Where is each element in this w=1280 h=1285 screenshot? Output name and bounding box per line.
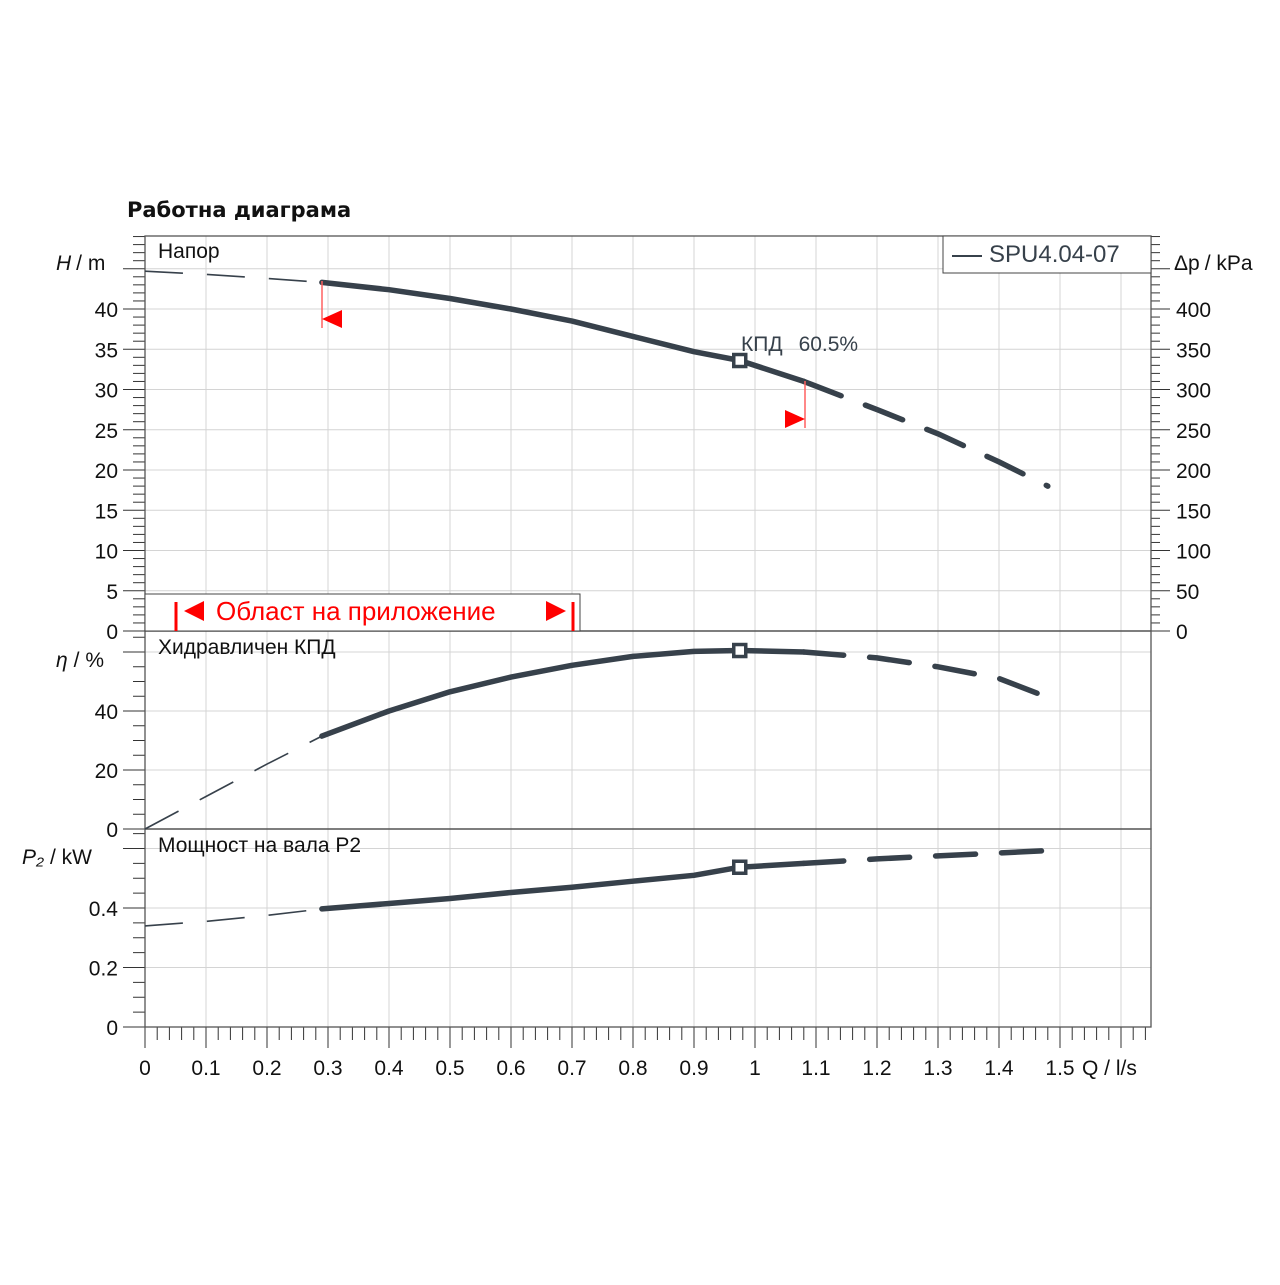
svg-text:50: 50 <box>1176 581 1199 604</box>
svg-text:300: 300 <box>1176 380 1211 403</box>
svg-text:40: 40 <box>95 701 118 724</box>
panel-title-efficiency: Хидравличен КПД <box>158 636 336 659</box>
svg-text:0: 0 <box>139 1057 151 1080</box>
y2-axis-label-pressure: Δp / kPa <box>1174 252 1253 275</box>
svg-text:1.2: 1.2 <box>862 1057 891 1080</box>
curve-solid <box>319 279 807 385</box>
curve-dashed-thin <box>144 735 323 830</box>
x-axis-label: Q / l/s <box>1082 1057 1137 1080</box>
y-axis-label-efficiency: η / % <box>56 649 104 672</box>
legend: SPU4.04-07 <box>942 235 1152 274</box>
curve-dashed-thick <box>801 847 1063 867</box>
svg-text:20: 20 <box>95 460 118 483</box>
range-end-arrow-icon <box>785 410 805 428</box>
svg-text:15: 15 <box>95 500 118 523</box>
svg-text:1.3: 1.3 <box>923 1057 952 1080</box>
curve-dashed-thin <box>144 908 322 927</box>
svg-text:1.4: 1.4 <box>984 1057 1014 1080</box>
operating-point-marker <box>732 859 748 875</box>
svg-text:0.7: 0.7 <box>557 1057 586 1080</box>
y-axis-label-head: H / m <box>56 252 105 275</box>
plot-frames <box>144 235 1152 1028</box>
y-axis-label-power: P₂ / kW <box>22 846 92 869</box>
svg-text:0.4: 0.4 <box>89 898 119 921</box>
operating-point-marker <box>732 642 748 659</box>
svg-text:10: 10 <box>95 541 118 564</box>
svg-text:0: 0 <box>106 621 118 644</box>
svg-text:1.5: 1.5 <box>1045 1057 1074 1080</box>
svg-text:400: 400 <box>1176 299 1211 322</box>
svg-text:100: 100 <box>1176 541 1211 564</box>
axis-ticks <box>123 236 1170 1048</box>
curve-dashed-thin <box>144 270 322 284</box>
range-start-arrow-icon <box>322 310 342 328</box>
operating-point-marker <box>732 352 748 369</box>
svg-text:0.2: 0.2 <box>89 958 118 981</box>
svg-text:350: 350 <box>1176 339 1211 362</box>
axis-labels: 05101520253035400204000.20.4050100150200… <box>89 299 1211 1080</box>
svg-text:30: 30 <box>95 380 118 403</box>
svg-text:250: 250 <box>1176 420 1211 443</box>
curves <box>144 270 1063 927</box>
curve-dashed-thick <box>801 649 1063 705</box>
svg-text:0.8: 0.8 <box>618 1057 647 1080</box>
curve-solid <box>319 860 807 912</box>
application-range-label: Област на приложение <box>216 596 496 626</box>
svg-text:0.6: 0.6 <box>496 1057 525 1080</box>
svg-text:1: 1 <box>749 1057 761 1080</box>
panel-title-head: Напор <box>158 240 220 263</box>
svg-text:0: 0 <box>106 1017 118 1040</box>
svg-text:150: 150 <box>1176 500 1211 523</box>
range-left-arrow-icon <box>184 601 204 621</box>
svg-text:1.1: 1.1 <box>801 1057 830 1080</box>
svg-text:20: 20 <box>95 760 118 783</box>
svg-text:25: 25 <box>95 420 118 443</box>
svg-text:0.4: 0.4 <box>374 1057 404 1080</box>
svg-text:5: 5 <box>106 581 118 604</box>
panel-title-power: Мощност на вала P2 <box>158 834 361 857</box>
curve-dashed-thick <box>801 378 1051 489</box>
svg-text:40: 40 <box>95 299 118 322</box>
svg-text:0: 0 <box>1176 621 1188 644</box>
svg-text:0.3: 0.3 <box>313 1057 342 1080</box>
svg-text:0.9: 0.9 <box>679 1057 708 1080</box>
application-range-markers <box>321 281 806 428</box>
range-right-arrow-icon <box>546 601 566 621</box>
svg-text:0: 0 <box>106 819 118 842</box>
svg-text:0.2: 0.2 <box>252 1057 281 1080</box>
svg-text:0.5: 0.5 <box>435 1057 464 1080</box>
efficiency-annotation: КПД 60.5% <box>741 333 858 356</box>
svg-text:35: 35 <box>95 339 118 362</box>
curve-solid <box>319 647 807 739</box>
chart-title: Работна диаграма <box>127 198 352 222</box>
svg-text:0.1: 0.1 <box>191 1057 220 1080</box>
legend-label: SPU4.04-07 <box>989 241 1120 268</box>
svg-text:200: 200 <box>1176 460 1211 483</box>
application-range-box: Област на приложение <box>144 593 581 632</box>
